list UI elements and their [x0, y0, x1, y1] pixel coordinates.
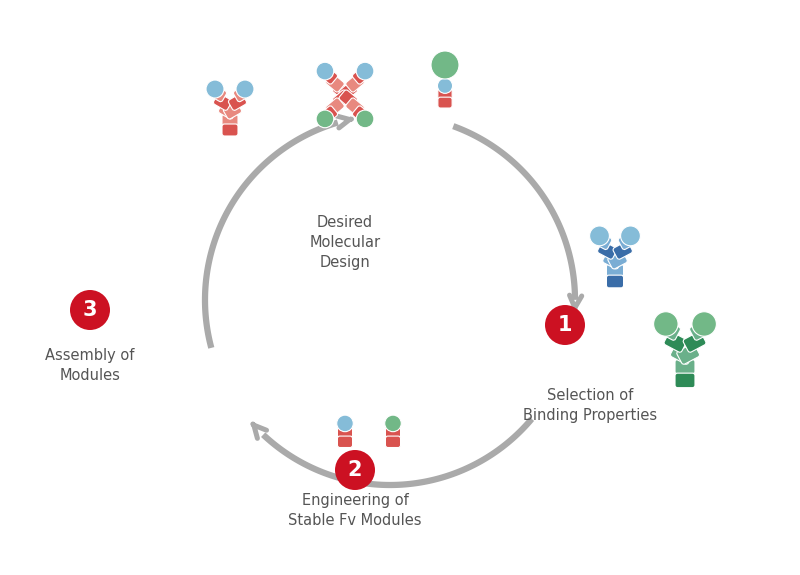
FancyBboxPatch shape [386, 436, 401, 447]
FancyBboxPatch shape [675, 359, 695, 374]
FancyBboxPatch shape [338, 436, 353, 447]
Circle shape [337, 415, 354, 432]
FancyBboxPatch shape [664, 332, 687, 352]
FancyBboxPatch shape [234, 85, 252, 102]
FancyBboxPatch shape [208, 85, 226, 102]
FancyBboxPatch shape [606, 275, 623, 288]
Circle shape [654, 312, 678, 336]
Text: Desired
Molecular
Design: Desired Molecular Design [310, 215, 381, 270]
FancyBboxPatch shape [613, 242, 633, 259]
Text: 2: 2 [348, 460, 362, 480]
FancyBboxPatch shape [438, 97, 452, 108]
FancyBboxPatch shape [677, 344, 700, 365]
Circle shape [438, 78, 453, 93]
Circle shape [356, 110, 374, 128]
FancyBboxPatch shape [670, 344, 694, 365]
Text: Engineering of
Stable Fv Modules: Engineering of Stable Fv Modules [288, 493, 422, 528]
FancyBboxPatch shape [319, 106, 338, 124]
FancyBboxPatch shape [222, 114, 238, 126]
FancyBboxPatch shape [602, 251, 622, 269]
FancyBboxPatch shape [338, 427, 353, 438]
Circle shape [621, 226, 640, 246]
Circle shape [316, 62, 334, 80]
Text: Assembly of
Modules: Assembly of Modules [46, 348, 134, 383]
FancyBboxPatch shape [592, 232, 612, 250]
Text: Selection of
Binding Properties: Selection of Binding Properties [523, 388, 657, 423]
FancyBboxPatch shape [218, 102, 237, 119]
FancyBboxPatch shape [658, 320, 681, 340]
Circle shape [385, 415, 402, 432]
FancyBboxPatch shape [228, 94, 246, 110]
FancyBboxPatch shape [339, 90, 358, 108]
Text: 1: 1 [558, 315, 572, 335]
FancyBboxPatch shape [214, 94, 232, 110]
FancyBboxPatch shape [332, 90, 351, 108]
FancyBboxPatch shape [319, 66, 338, 84]
Circle shape [316, 110, 334, 128]
FancyBboxPatch shape [675, 373, 695, 388]
FancyBboxPatch shape [690, 320, 713, 340]
FancyBboxPatch shape [326, 74, 344, 92]
Circle shape [356, 62, 374, 80]
FancyBboxPatch shape [346, 74, 364, 92]
FancyBboxPatch shape [438, 89, 452, 99]
Circle shape [431, 51, 459, 79]
Circle shape [335, 450, 375, 490]
FancyBboxPatch shape [339, 82, 358, 100]
FancyBboxPatch shape [223, 102, 242, 119]
Circle shape [236, 80, 254, 98]
FancyBboxPatch shape [386, 427, 401, 438]
FancyBboxPatch shape [352, 106, 371, 124]
FancyBboxPatch shape [608, 251, 627, 269]
FancyBboxPatch shape [326, 98, 344, 116]
FancyBboxPatch shape [683, 332, 706, 352]
Circle shape [206, 80, 224, 98]
FancyBboxPatch shape [332, 82, 351, 100]
Circle shape [590, 226, 610, 246]
FancyBboxPatch shape [352, 66, 371, 84]
FancyBboxPatch shape [606, 264, 623, 277]
Circle shape [70, 290, 110, 330]
FancyBboxPatch shape [222, 124, 238, 136]
FancyBboxPatch shape [598, 242, 617, 259]
Text: 3: 3 [82, 300, 98, 320]
Circle shape [545, 305, 585, 345]
FancyBboxPatch shape [346, 98, 364, 116]
FancyBboxPatch shape [618, 232, 638, 250]
Circle shape [692, 312, 716, 336]
